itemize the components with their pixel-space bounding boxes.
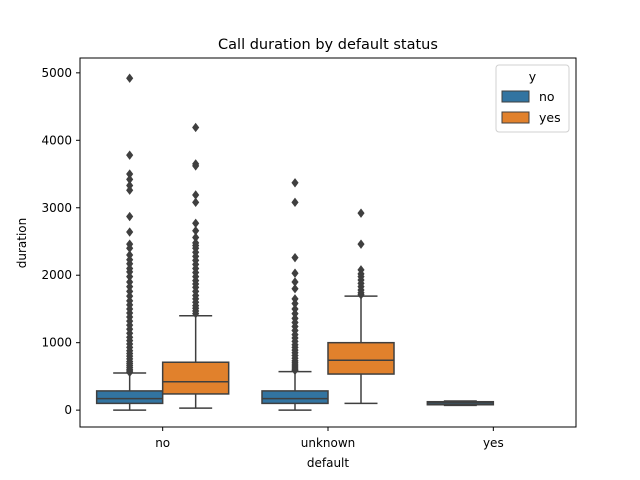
x-tick-label: yes bbox=[483, 436, 504, 450]
legend: yno yes bbox=[495, 64, 570, 133]
outlier-point bbox=[192, 122, 200, 133]
outlier-point bbox=[291, 178, 299, 188]
y-tick-label: 1000 bbox=[41, 336, 72, 350]
x-axis-title: default bbox=[307, 456, 350, 470]
y-tick-label: 4000 bbox=[41, 133, 72, 147]
outlier-point bbox=[126, 185, 134, 195]
legend-swatch-no bbox=[501, 90, 530, 103]
outlier-point bbox=[291, 284, 299, 294]
x-tick-label: no bbox=[155, 436, 170, 450]
axes: 0 1000 2000 3000 4000 5000 no unknown yes bbox=[41, 57, 577, 450]
box-no-no bbox=[95, 73, 164, 411]
legend-swatch-yes bbox=[501, 111, 530, 124]
iqr-box bbox=[161, 361, 230, 395]
outlier-point bbox=[291, 197, 299, 208]
outlier-point bbox=[126, 211, 134, 222]
box-no-yes bbox=[426, 400, 495, 407]
plot-area bbox=[95, 73, 495, 411]
box-yes-no bbox=[161, 122, 230, 409]
iqr-box bbox=[261, 390, 329, 405]
x-tick-label: unknown bbox=[301, 436, 356, 450]
outlier-point bbox=[357, 208, 365, 218]
y-tick-label: 5000 bbox=[41, 66, 72, 80]
outlier-point bbox=[357, 290, 365, 300]
iqr-box bbox=[95, 390, 164, 405]
outlier-point bbox=[126, 227, 134, 237]
box-yes-unknown bbox=[327, 208, 395, 405]
outlier-point bbox=[357, 239, 365, 249]
y-tick-label: 0 bbox=[64, 403, 72, 417]
outlier-point bbox=[126, 150, 134, 160]
chart-title: Call duration by default status bbox=[218, 37, 438, 53]
iqr-box bbox=[327, 341, 395, 375]
legend-title: y bbox=[529, 69, 537, 84]
y-axis-title: duration bbox=[15, 218, 29, 269]
outlier-point bbox=[291, 252, 299, 263]
legend-label-no: no bbox=[539, 89, 555, 104]
box-no-unknown bbox=[261, 178, 329, 411]
outlier-point bbox=[192, 161, 200, 171]
outlier-point bbox=[192, 308, 200, 319]
outlier-point bbox=[126, 73, 134, 83]
outlier-point bbox=[192, 197, 200, 208]
legend-label-yes: yes bbox=[539, 110, 561, 125]
y-tick-label: 3000 bbox=[41, 201, 72, 215]
y-tick-label: 2000 bbox=[41, 268, 72, 282]
outlier-point bbox=[126, 367, 134, 378]
outlier-point bbox=[291, 365, 299, 376]
outlier-point bbox=[291, 268, 299, 278]
